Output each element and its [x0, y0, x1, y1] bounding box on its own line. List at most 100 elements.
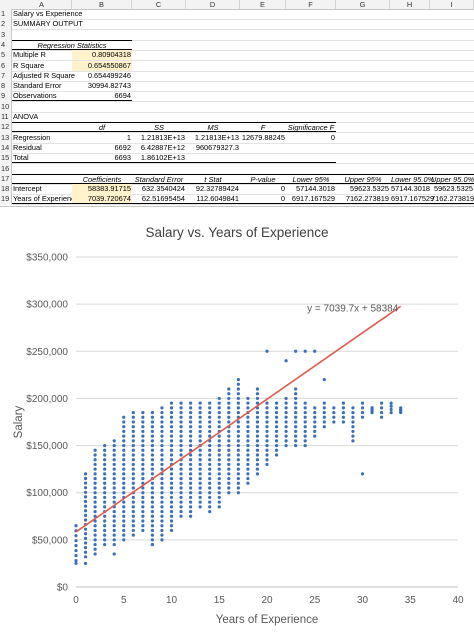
row-number[interactable]: 10: [0, 101, 12, 113]
cell-b8[interactable]: 30994.82743: [87, 81, 131, 91]
cell-a12[interactable]: [12, 122, 72, 133]
cell-c17[interactable]: Standard Error: [132, 173, 186, 184]
cell-d14[interactable]: 960679327.3: [195, 142, 239, 152]
chart-area[interactable]: Salary vs. Years of Experience $0 $50,000 $…: [0, 206, 474, 636]
cell-a1[interactable]: Salary vs Experience: [13, 9, 83, 18]
cell-a11[interactable]: ANOVA: [13, 112, 39, 121]
cell-b17[interactable]: Coefficients: [72, 173, 132, 184]
column-header-f[interactable]: F: [286, 0, 336, 9]
cell-h17[interactable]: Lower 95.0%: [390, 173, 435, 184]
cell-e18[interactable]: 0: [280, 184, 285, 194]
cell-f13[interactable]: 0: [330, 132, 335, 142]
cell-f12[interactable]: Significance F: [286, 122, 336, 133]
row-number[interactable]: 12: [0, 122, 12, 134]
row-number[interactable]: 8: [0, 81, 12, 93]
cell-a13[interactable]: Regression: [13, 132, 51, 142]
row-number[interactable]: 1: [0, 9, 12, 20]
cell-d19[interactable]: 112.6049841: [186, 194, 240, 205]
row-number[interactable]: 7: [0, 70, 12, 82]
cell-e17[interactable]: P-value: [240, 173, 286, 184]
cell-i19[interactable]: 7162.273819: [430, 194, 474, 205]
cell-b5[interactable]: 0.80904318: [72, 50, 132, 61]
data-point: [351, 410, 355, 415]
cell-d15[interactable]: [186, 153, 240, 164]
row-number[interactable]: 13: [0, 132, 12, 144]
cell-b9[interactable]: 6694: [72, 91, 132, 102]
cell-b7[interactable]: 0.654499246: [87, 70, 131, 80]
column-header-c[interactable]: C: [132, 0, 186, 9]
cell-b14[interactable]: 6692: [114, 142, 131, 152]
data-point: [313, 406, 317, 410]
cell-a18[interactable]: Intercept: [13, 184, 42, 194]
cell-c19[interactable]: 62.51695454: [132, 194, 186, 205]
cell-b19[interactable]: 7039.720674: [72, 194, 132, 205]
cell-g17[interactable]: Upper 95%: [336, 173, 390, 184]
cell-b18[interactable]: 58383.91715: [72, 184, 132, 195]
row-number[interactable]: 4: [0, 39, 12, 51]
cell-a6[interactable]: R Square: [13, 60, 45, 70]
cell-a5[interactable]: Multiple R: [13, 50, 46, 60]
cell-c12[interactable]: SS: [132, 122, 186, 133]
cell-b15[interactable]: 6693: [72, 153, 132, 164]
row-number[interactable]: 2: [0, 19, 12, 31]
cell-d13[interactable]: 1.21813E+13: [194, 132, 239, 142]
cell-d12[interactable]: MS: [186, 122, 240, 133]
cell-i18[interactable]: 59623.5325: [433, 184, 473, 194]
cell-e12[interactable]: F: [240, 122, 286, 133]
cell-c18[interactable]: 632.3540424: [141, 184, 185, 194]
column-header-e[interactable]: E: [240, 0, 286, 9]
row-number[interactable]: 5: [0, 50, 12, 62]
cell-i17[interactable]: Upper 95.0%: [430, 173, 474, 184]
data-point: [160, 533, 164, 537]
data-point: [122, 491, 126, 495]
column-header-i[interactable]: I: [430, 0, 474, 9]
cell-b12[interactable]: df: [72, 122, 132, 133]
cell-a8[interactable]: Standard Error: [13, 81, 62, 91]
row-number[interactable]: 18: [0, 184, 12, 196]
cell-g18[interactable]: 59623.5325: [349, 184, 389, 194]
cell-f19[interactable]: 6917.167529: [286, 194, 336, 205]
row-number[interactable]: 19: [0, 194, 12, 206]
cell-h18[interactable]: 57144.3018: [391, 184, 431, 194]
column-header-g[interactable]: G: [336, 0, 390, 9]
cell-e15[interactable]: [240, 153, 286, 164]
cell-f18[interactable]: 57144.3018: [295, 184, 335, 194]
cell-a15[interactable]: Total: [12, 153, 72, 164]
cell-g19[interactable]: 7162.273819: [336, 194, 390, 205]
row-number[interactable]: 17: [0, 173, 12, 185]
data-point: [179, 486, 183, 490]
row-number[interactable]: 14: [0, 142, 12, 154]
cell-a7[interactable]: Adjusted R Square: [13, 70, 76, 80]
cell-a17[interactable]: [12, 173, 72, 184]
cell-f17[interactable]: Lower 95%: [286, 173, 336, 184]
column-header-d[interactable]: D: [186, 0, 240, 9]
data-point: [217, 486, 221, 490]
cell-h19[interactable]: 6917.167529: [390, 194, 435, 205]
column-header-a[interactable]: A: [12, 0, 72, 9]
data-point: [198, 448, 202, 452]
row-number[interactable]: 11: [0, 112, 12, 123]
cell-a4[interactable]: Regression Statistics: [12, 39, 132, 50]
column-header-b[interactable]: B: [72, 0, 132, 9]
cell-b13[interactable]: 1: [126, 132, 131, 142]
cell-f15[interactable]: [286, 153, 336, 164]
cell-a14[interactable]: Residual: [13, 142, 42, 152]
cell-c13[interactable]: 1.21813E+13: [140, 132, 185, 142]
cell-e13[interactable]: 12679.88245: [241, 132, 285, 142]
cell-c14[interactable]: 6.42887E+12: [140, 142, 185, 152]
column-header-h[interactable]: H: [390, 0, 430, 9]
cell-c15[interactable]: 1.86102E+13: [132, 153, 186, 164]
cell-e19[interactable]: 0: [240, 194, 286, 205]
row-number[interactable]: 6: [0, 60, 12, 72]
cell-b6[interactable]: 0.654550867: [72, 60, 132, 71]
cell-d18[interactable]: 92.32789424: [195, 184, 239, 194]
cell-a2[interactable]: SUMMARY OUTPUT: [13, 19, 83, 29]
cell-a19[interactable]: Years of Experience: [12, 194, 79, 205]
row-number[interactable]: 16: [0, 163, 12, 175]
cell-d17[interactable]: t Stat: [186, 173, 240, 184]
row-number[interactable]: 15: [0, 153, 12, 165]
row-number[interactable]: 9: [0, 91, 12, 103]
cell-a9[interactable]: Observations: [12, 91, 72, 102]
row-number[interactable]: 3: [0, 29, 12, 41]
